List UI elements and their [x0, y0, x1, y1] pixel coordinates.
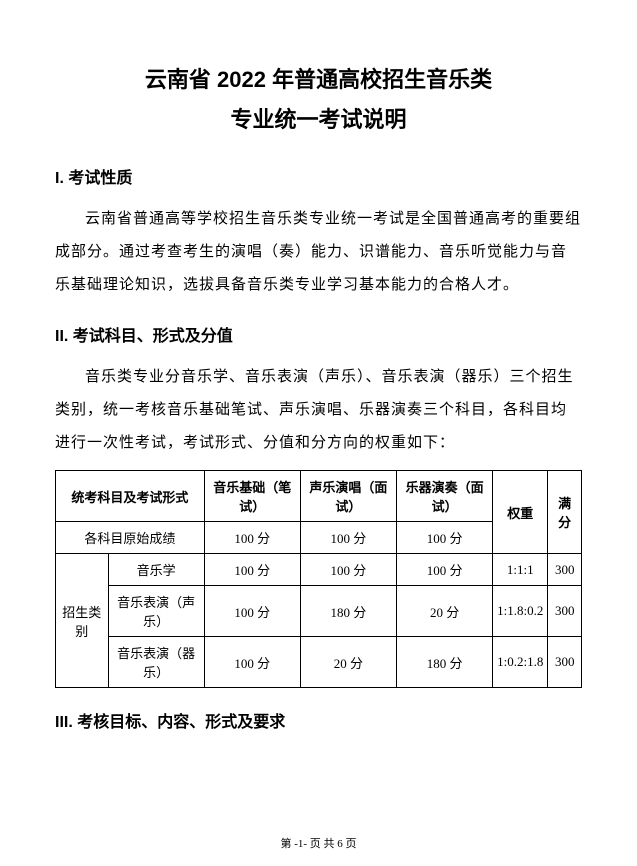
row3-total: 300 [548, 637, 582, 688]
row3-v3: 180 分 [397, 637, 493, 688]
header-col3: 声乐演唱（面试） [300, 471, 396, 522]
section3-heading: III. 考核目标、内容、形式及要求 [55, 708, 582, 732]
header-col5: 权重 [493, 471, 548, 554]
section1-heading: I. 考试性质 [55, 164, 582, 188]
page-footer: 第 -1- 页 共 6 页 [0, 835, 637, 851]
header-col4: 乐器演奏（面试） [397, 471, 493, 522]
table-header-row: 统考科目及考试形式 音乐基础（笔试） 声乐演唱（面试） 乐器演奏（面试） 权重 … [56, 471, 582, 522]
row2-weight: 1:1.8:0.2 [493, 586, 548, 637]
row2-v2: 180 分 [300, 586, 396, 637]
row2-total: 300 [548, 586, 582, 637]
row1-v3: 100 分 [397, 554, 493, 586]
score-table: 统考科目及考试形式 音乐基础（笔试） 声乐演唱（面试） 乐器演奏（面试） 权重 … [55, 470, 582, 688]
row1-v1: 100 分 [204, 554, 300, 586]
row1-weight: 1:1:1 [493, 554, 548, 586]
category-label: 招生类别 [56, 554, 109, 688]
row2-v3: 20 分 [397, 586, 493, 637]
row3-weight: 1:0.2:1.8 [493, 637, 548, 688]
row3-v1: 100 分 [204, 637, 300, 688]
header-col6: 满分 [548, 471, 582, 554]
row2-v1: 100 分 [204, 586, 300, 637]
title-line2: 专业统一考试说明 [55, 100, 582, 140]
table-row: 音乐表演（声乐） 100 分 180 分 20 分 1:1.8:0.2 300 [56, 586, 582, 637]
header-col1: 统考科目及考试形式 [56, 471, 205, 522]
row3-name: 音乐表演（器乐） [108, 637, 204, 688]
section2-paragraph: 音乐类专业分音乐学、音乐表演（声乐）、音乐表演（器乐）三个招生类别，统一考核音乐… [55, 361, 582, 460]
table-row: 音乐表演（器乐） 100 分 20 分 180 分 1:0.2:1.8 300 [56, 637, 582, 688]
header-col2: 音乐基础（笔试） [204, 471, 300, 522]
row1-name: 音乐学 [108, 554, 204, 586]
row3-v2: 20 分 [300, 637, 396, 688]
table-row: 招生类别 音乐学 100 分 100 分 100 分 1:1:1 300 [56, 554, 582, 586]
section2-heading: II. 考试科目、形式及分值 [55, 322, 582, 346]
original-label: 各科目原始成绩 [56, 522, 205, 554]
original-v1: 100 分 [204, 522, 300, 554]
section1-paragraph: 云南省普通高等学校招生音乐类专业统一考试是全国普通高考的重要组成部分。通过考查考… [55, 203, 582, 302]
original-v3: 100 分 [397, 522, 493, 554]
original-v2: 100 分 [300, 522, 396, 554]
row2-name: 音乐表演（声乐） [108, 586, 204, 637]
document-title: 云南省 2022 年普通高校招生音乐类 专业统一考试说明 [55, 60, 582, 139]
row1-total: 300 [548, 554, 582, 586]
title-line1: 云南省 2022 年普通高校招生音乐类 [55, 60, 582, 100]
row1-v2: 100 分 [300, 554, 396, 586]
